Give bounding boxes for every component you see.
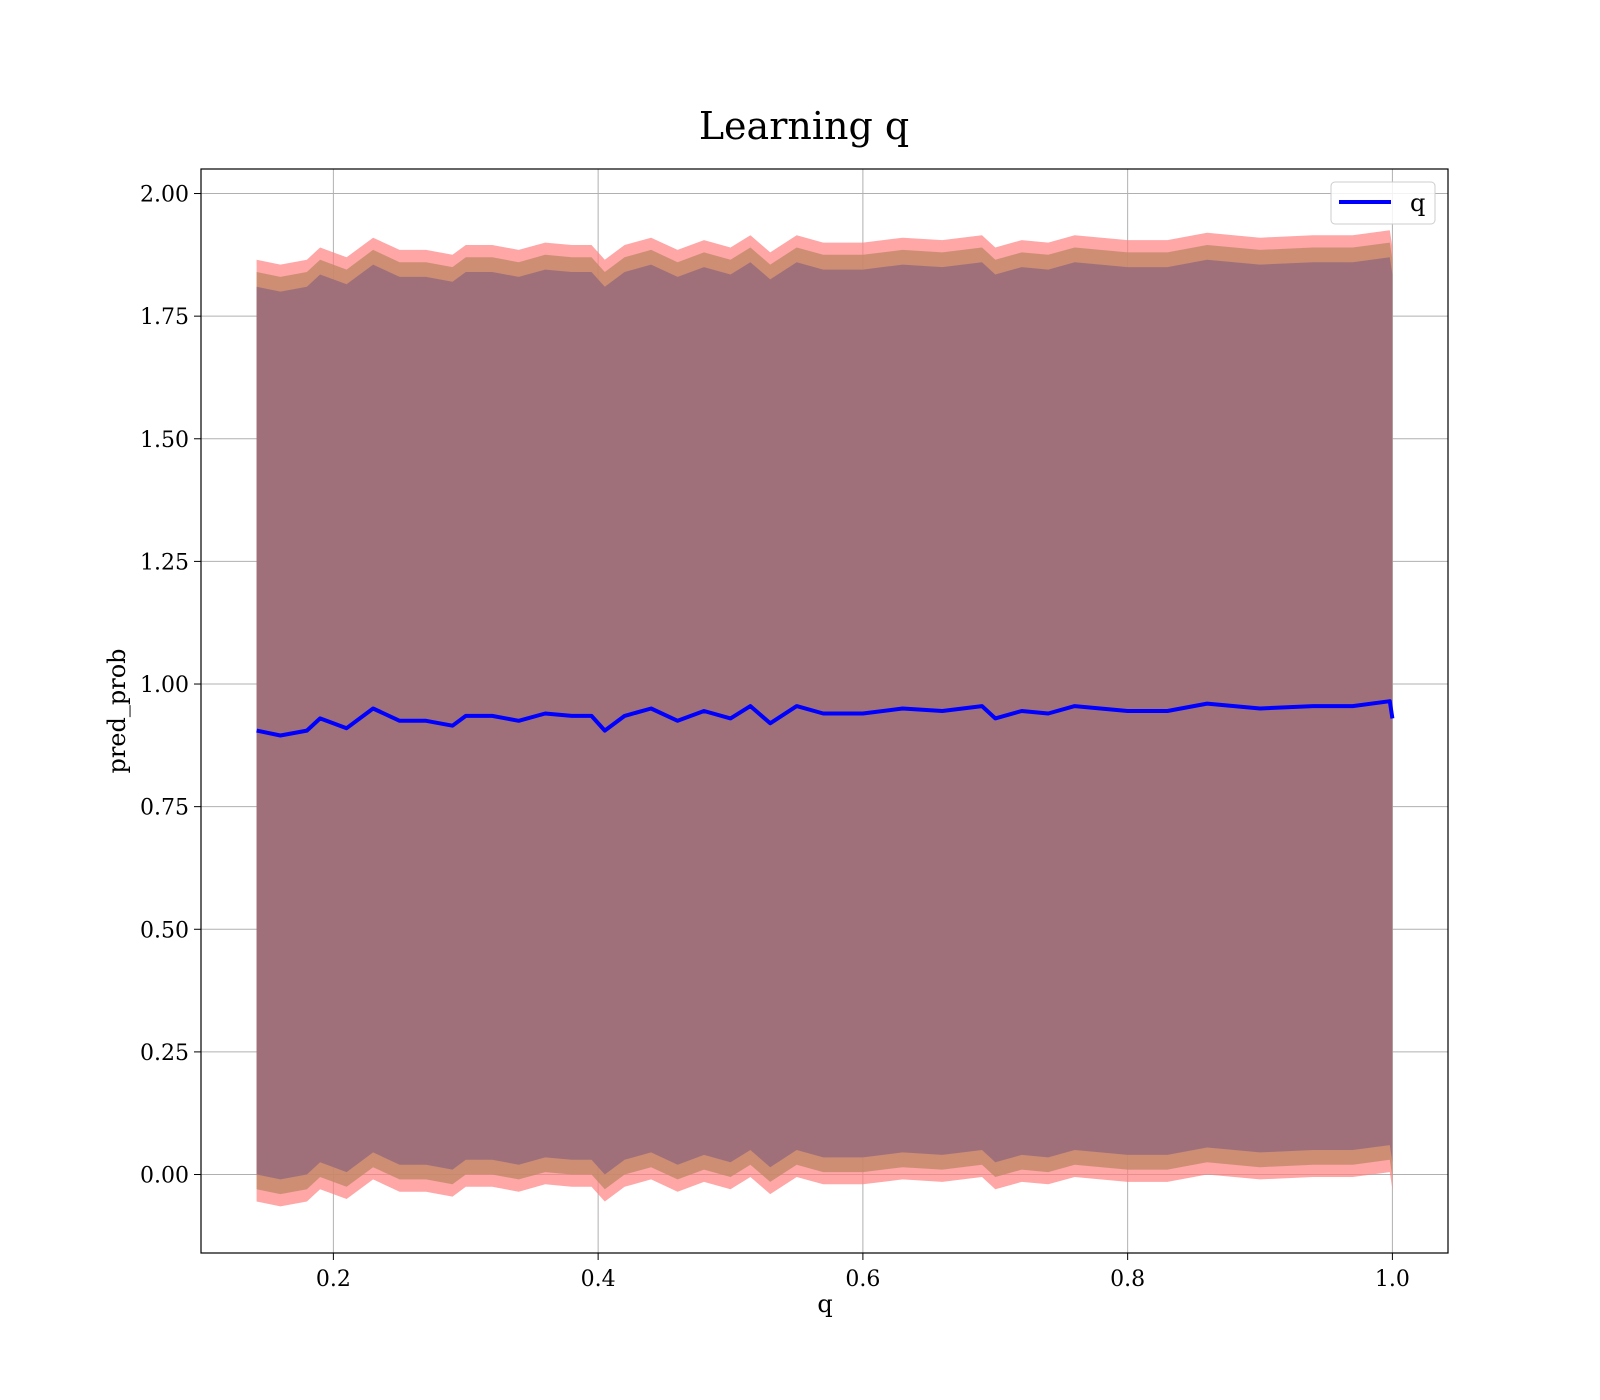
y-tick-label-8: 2.00 xyxy=(140,183,189,208)
x-tick-label-4: 1.0 xyxy=(1375,1267,1410,1292)
plot-frame xyxy=(200,168,1449,1254)
y-axis-label: pred_prob xyxy=(103,648,131,773)
chart-title: Learning q xyxy=(699,104,909,148)
y-tick-label-4: 1.00 xyxy=(140,673,189,698)
series-line-0 xyxy=(256,699,1395,738)
y-tick-label-7: 1.75 xyxy=(140,305,189,330)
confidence-band-2 xyxy=(256,257,1393,1180)
legend: q xyxy=(1330,181,1436,225)
series-lines xyxy=(256,699,1395,738)
y-tick-label-0: 0.00 xyxy=(140,1164,189,1189)
y-tick-label-5: 1.25 xyxy=(140,550,189,575)
x-tick-label-1: 0.4 xyxy=(581,1267,616,1292)
y-tick-label-1: 0.25 xyxy=(140,1041,189,1066)
y-tick-label-2: 0.50 xyxy=(140,918,189,943)
confidence-bands xyxy=(256,230,1393,1207)
x-axis-label: q xyxy=(817,1290,832,1318)
x-tick-label-0: 0.2 xyxy=(316,1267,351,1292)
x-tick-label-3: 0.8 xyxy=(1110,1267,1145,1292)
legend-label-q: q xyxy=(1410,189,1425,217)
x-axis-ticks: 0.2 0.4 0.6 0.8 1.0 xyxy=(316,1253,1410,1292)
x-tick-label-2: 0.6 xyxy=(845,1267,880,1292)
y-axis-ticks: 0.00 0.25 0.50 0.75 1.00 1.25 1.50 1.75 2.00 xyxy=(140,183,201,1189)
y-tick-label-3: 0.75 xyxy=(140,796,189,821)
y-tick-label-6: 1.50 xyxy=(140,428,189,453)
